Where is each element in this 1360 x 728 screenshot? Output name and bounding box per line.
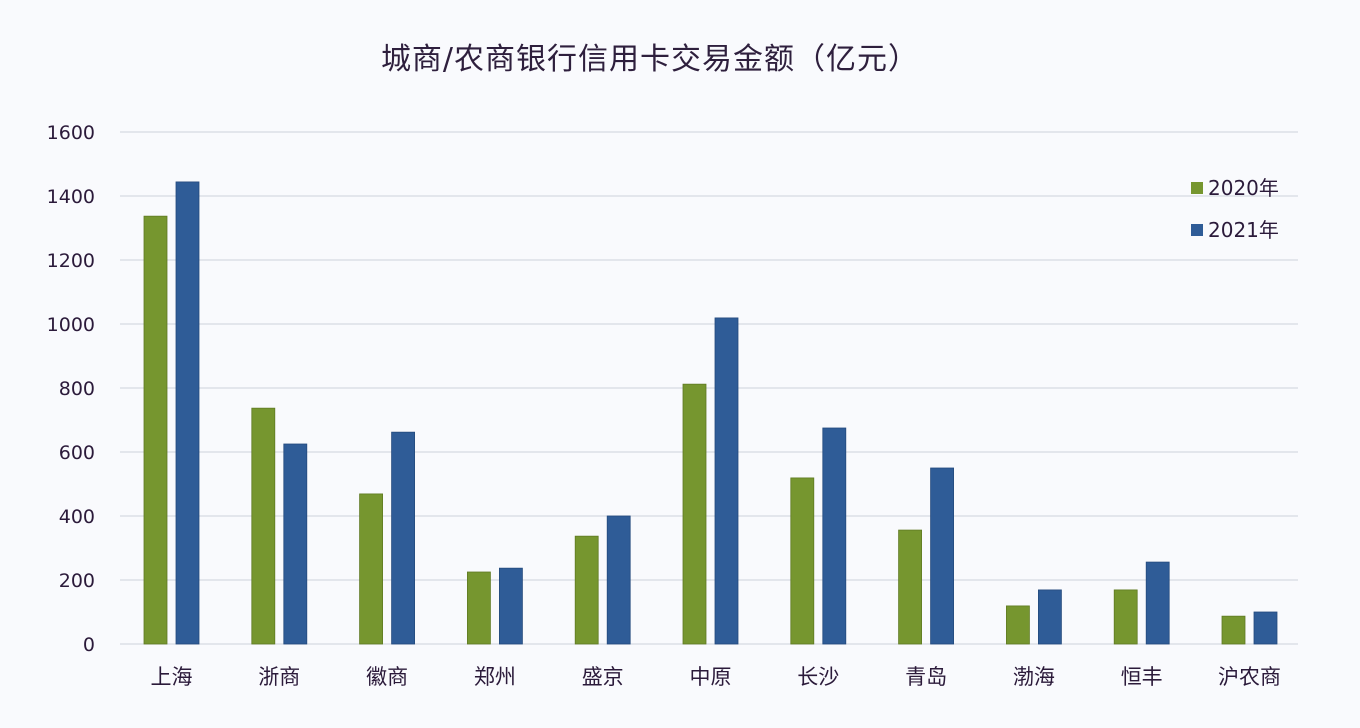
bar-2021年-青岛 xyxy=(930,467,954,645)
bar-2021年-渤海 xyxy=(1038,589,1062,645)
y-axis: 0 200 400 600 800 1000 1200 1400 1600 xyxy=(47,122,95,656)
y-tick-label: 800 xyxy=(59,378,95,400)
y-tick-label: 0 xyxy=(83,634,95,656)
bar-2020年-中原 xyxy=(682,383,707,645)
bar-2021年-上海 xyxy=(175,181,200,645)
bar-2021年-中原 xyxy=(714,317,739,645)
bar-2020年-郑州 xyxy=(466,571,491,645)
x-category-label: 恒丰 xyxy=(1121,665,1163,689)
x-category-label: 浙商 xyxy=(258,665,300,689)
bar-2021年-浙商 xyxy=(283,443,308,645)
bar-2021年-盛京 xyxy=(606,515,631,645)
x-axis: 上海 浙商 徽商 郑州 盛京 中原 长沙 青岛 渤海 恒丰 沪农商 xyxy=(151,665,1282,689)
bar-2020年-渤海 xyxy=(1006,605,1030,645)
y-tick-label: 600 xyxy=(59,442,95,464)
bar-2020年-青岛 xyxy=(898,529,922,645)
x-category-label: 上海 xyxy=(151,665,193,689)
y-tick-label: 1400 xyxy=(47,186,95,208)
legend-swatch xyxy=(1191,224,1203,236)
x-category-label: 青岛 xyxy=(905,665,947,689)
x-category-label: 盛京 xyxy=(582,665,624,689)
x-category-label: 徽商 xyxy=(366,665,408,689)
bar-2020年-恒丰 xyxy=(1113,589,1138,645)
y-tick-label: 1000 xyxy=(47,314,95,336)
legend: 2020年 2021年 xyxy=(1191,176,1279,242)
legend-label: 2020年 xyxy=(1208,176,1279,200)
x-category-label: 长沙 xyxy=(797,665,839,689)
bar-2021年-长沙 xyxy=(822,427,847,645)
x-category-label: 渤海 xyxy=(1013,665,1055,689)
bar-2020年-沪农商 xyxy=(1221,615,1246,645)
bar-2021年-恒丰 xyxy=(1145,561,1170,645)
legend-label: 2021年 xyxy=(1208,218,1279,242)
bar-2020年-上海 xyxy=(143,215,168,645)
legend-swatch xyxy=(1191,182,1203,194)
y-tick-label: 1200 xyxy=(47,250,95,272)
bar-2020年-徽商 xyxy=(359,493,384,645)
bar-2020年-盛京 xyxy=(574,535,599,645)
chart-title: 城商/农商银行信用卡交易金额（亿元） xyxy=(380,42,920,77)
y-tick-label: 1600 xyxy=(47,122,95,144)
gridlines xyxy=(120,131,1298,645)
y-tick-label: 200 xyxy=(59,570,95,592)
bars xyxy=(143,181,1278,645)
bar-2020年-浙商 xyxy=(251,407,276,645)
x-category-label: 郑州 xyxy=(474,665,516,689)
y-tick-label: 400 xyxy=(59,506,95,528)
bar-2021年-沪农商 xyxy=(1253,611,1278,645)
bar-2021年-郑州 xyxy=(498,567,523,645)
bar-2020年-长沙 xyxy=(790,477,815,645)
bar-2021年-徽商 xyxy=(391,431,416,645)
x-category-label: 中原 xyxy=(690,665,732,689)
x-category-label: 沪农商 xyxy=(1218,665,1281,689)
